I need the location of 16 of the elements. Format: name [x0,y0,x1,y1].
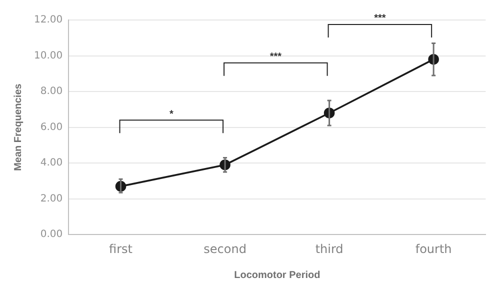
y-tick-label: 8.00 [40,86,63,98]
x-tick-label: fourth [415,242,452,256]
annotation: *** [270,52,282,63]
y-tick-label: 4.00 [40,158,63,169]
y-tick-label: 2.00 [40,193,63,204]
y-axis-title: Mean Frequencies [12,83,24,171]
x-tick-label: third [315,242,344,256]
x-axis-title: Locomotor Period [234,270,320,281]
annotation: * [169,108,174,120]
annotation: *** [374,13,386,24]
y-tick-label: 12.00 [34,14,63,26]
y-tick-label: 10.00 [34,50,63,62]
y-tick-label: 6.00 [40,122,63,133]
x-tick-label: second [204,242,246,256]
x-tick-label: first [109,242,133,256]
y-tick-label: 0.00 [40,229,63,240]
